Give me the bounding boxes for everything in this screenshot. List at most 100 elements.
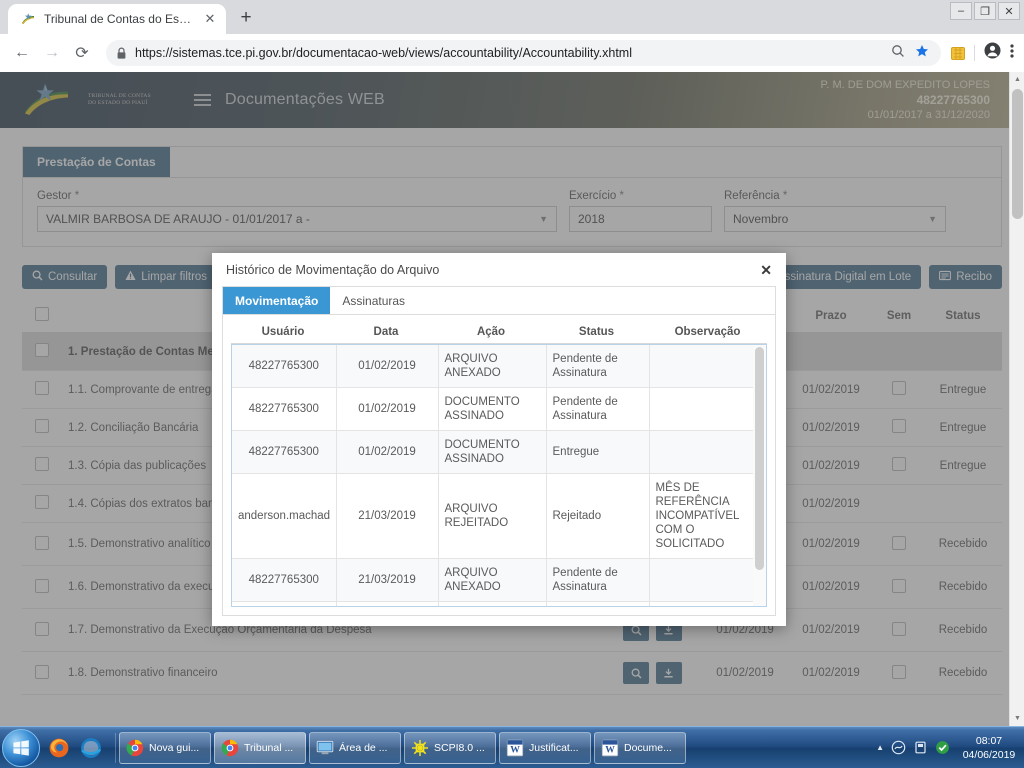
taskbar-clock[interactable]: 08:07 04/06/2019 (958, 734, 1024, 762)
modal-cell-data: 01/02/2019 (336, 387, 439, 431)
modal-table-row[interactable]: 48227765300 01/02/2019 ARQUIVO ANEXADO P… (232, 345, 766, 388)
modal-cell-observacao (649, 558, 766, 602)
modal-col-data[interactable]: Data (335, 321, 437, 344)
taskbar-item-label: Docume... (624, 741, 672, 754)
modal-table-row[interactable]: 48227765300 21/03/2019 DOCUMENTO ASSINAD… (232, 601, 766, 606)
taskbar-item-justificativa[interactable]: W Justificat... (499, 731, 591, 764)
modal-cell-data: 21/03/2019 (336, 601, 439, 606)
taskbar-separator (115, 732, 116, 763)
search-icon[interactable] (891, 44, 905, 63)
scroll-down-arrow-icon[interactable]: ▼ (1014, 715, 1021, 722)
modal-cell-usuario: 48227765300 (232, 558, 337, 602)
taskbar-item-area-de-trabalho[interactable]: Área de ... (309, 731, 401, 764)
word-icon: W (601, 739, 619, 757)
window-minimize-button[interactable]: – (950, 2, 972, 20)
modal-cell-data: 21/03/2019 (336, 473, 439, 559)
back-button[interactable]: ← (14, 44, 30, 61)
taskbar-item-label: SCPI8.0 ... (434, 741, 485, 754)
modal-table-scroll-area: 48227765300 01/02/2019 ARQUIVO ANEXADO P… (231, 344, 767, 607)
modal-header-row: Usuário Data Ação Status Observação (231, 321, 767, 344)
chrome-icon (221, 739, 239, 757)
taskbar-item-documento[interactable]: W Docume... (594, 731, 686, 764)
close-icon[interactable]: ✕ (760, 261, 772, 278)
page-scrollbar[interactable]: ▲ ▼ (1009, 72, 1024, 726)
historico-movimentacao-modal: Histórico de Movimentação do Arquivo ✕ M… (212, 253, 786, 626)
modal-scrollbar-thumb[interactable] (755, 347, 764, 570)
modal-table-body: 48227765300 01/02/2019 ARQUIVO ANEXADO P… (232, 345, 766, 606)
modal-cell-usuario: anderson.machad (232, 473, 337, 559)
page-scrollbar-thumb[interactable] (1012, 89, 1023, 219)
scroll-up-arrow-icon[interactable]: ▲ (1014, 76, 1021, 83)
modal-inner: Movimentação Assinaturas Usuário Data Aç… (222, 286, 776, 616)
removable-media-icon[interactable] (913, 740, 928, 755)
reload-button[interactable]: ⟳ (75, 45, 89, 62)
modal-table-row[interactable]: anderson.machad 21/03/2019 ARQUIVO REJEI… (232, 473, 766, 559)
toolbar-divider (974, 45, 975, 61)
modal-table-scrollbar[interactable] (753, 345, 766, 606)
modal-cell-acao: DOCUMENTO ASSINADO (438, 387, 547, 431)
security-ok-icon[interactable] (935, 740, 950, 755)
modal-cell-status: Entregue (546, 430, 650, 474)
word-icon: W (506, 739, 524, 757)
modal-cell-data: 01/02/2019 (336, 345, 439, 388)
taskbar-item-label: Tribunal ... (244, 741, 294, 754)
taskbar-item-label: Justificat... (529, 741, 579, 754)
modal-cell-usuario: 48227765300 (232, 601, 337, 606)
clock-time: 08:07 (975, 734, 1003, 747)
modal-cell-data: 01/02/2019 (336, 430, 439, 474)
window-controls: – ❐ ✕ (950, 2, 1020, 20)
taskbar-item-label: Área de ... (339, 741, 388, 754)
modal-cell-acao: DOCUMENTO ASSINADO (438, 430, 547, 474)
browser-tab-title: Tribunal de Contas do Estado (44, 12, 194, 26)
modal-table-row[interactable]: 48227765300 01/02/2019 DOCUMENTO ASSINAD… (232, 387, 766, 431)
taskbar-item-scpi[interactable]: SCPI8.0 ... (404, 731, 496, 764)
modal-cell-usuario: 48227765300 (232, 387, 337, 431)
modal-header: Histórico de Movimentação do Arquivo ✕ (212, 253, 786, 286)
tab-movimentacao[interactable]: Movimentação (223, 287, 331, 314)
firefox-icon[interactable] (46, 735, 72, 761)
network-icon[interactable] (891, 740, 906, 755)
modal-cell-observacao (649, 601, 766, 606)
windows-taskbar: Nova gui... Tribunal ... Área de ... (0, 726, 1024, 768)
taskbar-item-tribunal[interactable]: Tribunal ... (214, 731, 306, 764)
modal-title: Histórico de Movimentação do Arquivo (226, 262, 440, 277)
taskbar-item-label: Nova gui... (149, 741, 200, 754)
tab-assinaturas[interactable]: Assinaturas (342, 293, 406, 308)
modal-cell-usuario: 48227765300 (232, 345, 337, 388)
modal-table-row[interactable]: 48227765300 01/02/2019 DOCUMENTO ASSINAD… (232, 430, 766, 474)
modal-cell-acao: DOCUMENTO ASSINADO (438, 601, 547, 606)
browser-tab[interactable]: Tribunal de Contas do Estado ✕ (8, 4, 226, 34)
modal-table-row[interactable]: 48227765300 21/03/2019 ARQUIVO ANEXADO P… (232, 558, 766, 602)
address-bar[interactable]: https://sistemas.tce.pi.gov.br/documenta… (106, 40, 941, 66)
extension-icon[interactable] (951, 46, 965, 60)
modal-cell-status: Pendente de Assinatura (546, 387, 650, 431)
quick-launch-area (44, 735, 112, 761)
modal-cell-status: Pendente de Assinatura (546, 345, 650, 388)
modal-col-observacao[interactable]: Observação (648, 321, 767, 344)
new-tab-button[interactable]: + (240, 7, 252, 28)
modal-col-usuario[interactable]: Usuário (231, 321, 335, 344)
tab-close-icon[interactable]: ✕ (204, 11, 216, 26)
star-icon[interactable] (915, 44, 929, 63)
modal-cell-observacao (649, 387, 766, 431)
windows-start-orb-icon[interactable] (2, 728, 40, 767)
internet-explorer-icon[interactable] (78, 735, 104, 761)
modal-tabs: Movimentação Assinaturas (223, 287, 775, 315)
browser-toolbar: ← → ⟳ https://sistemas.tce.pi.gov.br/doc… (0, 34, 1024, 72)
window-maximize-button[interactable]: ❐ (974, 2, 996, 20)
window-close-button[interactable]: ✕ (998, 2, 1020, 20)
modal-col-acao[interactable]: Ação (437, 321, 545, 344)
show-hidden-icons-arrow-icon[interactable]: ▲ (876, 743, 884, 752)
profile-icon[interactable] (984, 42, 1001, 64)
modal-col-status[interactable]: Status (545, 321, 648, 344)
scpi-icon (411, 739, 429, 757)
forward-button: → (44, 44, 60, 61)
modal-cell-status: Pendente de Assinatura (546, 601, 650, 606)
taskbar-item-nova-guia[interactable]: Nova gui... (119, 731, 211, 764)
taskbar-tasks: Nova gui... Tribunal ... Área de ... (119, 731, 870, 764)
modal-table-wrapper: Usuário Data Ação Status Observação (231, 321, 767, 607)
kebab-menu-icon[interactable] (1010, 43, 1014, 64)
tce-favicon-icon (20, 11, 36, 27)
modal-table-header: Usuário Data Ação Status Observação (231, 321, 767, 344)
